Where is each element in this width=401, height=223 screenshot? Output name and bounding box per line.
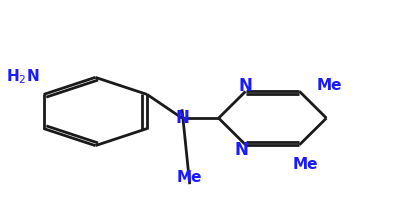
Text: H$_2$N: H$_2$N bbox=[6, 67, 40, 86]
Text: N: N bbox=[175, 109, 189, 127]
Text: N: N bbox=[235, 141, 249, 159]
Text: Me: Me bbox=[177, 170, 203, 185]
Text: Me: Me bbox=[317, 78, 342, 93]
Text: Me: Me bbox=[292, 157, 318, 172]
Text: N: N bbox=[239, 77, 253, 95]
